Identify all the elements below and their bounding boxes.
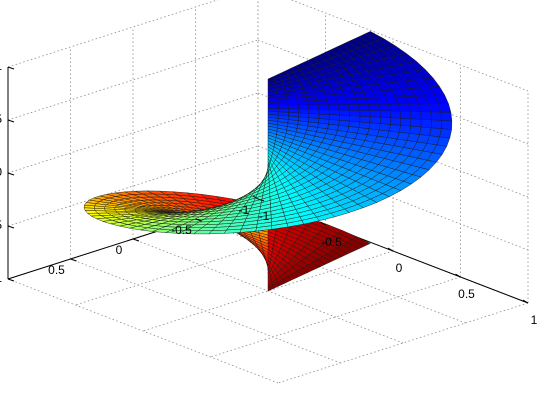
y-tick-mark	[455, 273, 461, 278]
surface-patch	[369, 116, 381, 124]
surface-patch	[307, 100, 319, 106]
surface-patch	[336, 98, 349, 106]
surface-patch	[440, 111, 453, 122]
grid-line	[290, 0, 529, 92]
surface-patch	[378, 104, 391, 112]
y-tick-label: 0	[396, 261, 403, 275]
y-tick-label: 0.5	[458, 287, 475, 301]
surface-patch	[327, 104, 340, 111]
surface-patch	[328, 109, 340, 116]
surface-patch	[267, 105, 279, 109]
z-tick-label: 0	[0, 165, 2, 179]
z-tick-label: -1	[0, 271, 2, 285]
grid-line	[7, 92, 259, 174]
surface-patch	[441, 120, 453, 130]
y-tick-label: 1	[531, 313, 538, 327]
x-tick-label: 0.5	[48, 263, 65, 277]
x-tick-mark	[257, 198, 265, 202]
surface-patch	[399, 125, 412, 134]
surface-patch	[357, 104, 370, 111]
surface-patch	[389, 110, 402, 119]
y-tick-label: -0.5	[321, 235, 342, 249]
surface-patch	[420, 119, 432, 129]
x-tick-label: -0.5	[171, 223, 192, 237]
surface-patch	[297, 104, 309, 110]
surface-patch	[316, 99, 329, 106]
surface-patch	[255, 225, 273, 232]
z-tick-mark	[7, 66, 15, 70]
surface-patch	[296, 96, 308, 102]
surface-patch	[305, 95, 318, 102]
surface-patch	[420, 111, 432, 121]
y-tick-label: -1	[259, 209, 270, 223]
x-tick-mark	[132, 238, 140, 242]
surface-patch	[399, 111, 412, 120]
y-tick-mark	[320, 221, 326, 226]
surface-patch	[267, 101, 279, 106]
tick-labels: -1 -0.5 0 0.5 1 -1 -0.5 0 0.5 -1 -0.5 0 0.5 1	[0, 59, 538, 327]
surface-patch	[349, 109, 361, 117]
surface-patch	[286, 97, 298, 102]
y-tick-mark	[387, 247, 394, 252]
grid-line	[7, 39, 259, 121]
surface-patch	[429, 127, 442, 138]
z-tick-label: 0.5	[0, 112, 2, 126]
x-tick-mark	[195, 218, 202, 222]
surface-patch	[347, 104, 360, 111]
z-tick-mark	[7, 172, 15, 176]
surface-patch	[277, 101, 289, 106]
surface-patch	[287, 104, 299, 110]
surface-patch	[410, 111, 422, 120]
surface-patch	[368, 104, 381, 112]
surface-patch	[297, 100, 309, 106]
grid-line	[195, 218, 466, 324]
surface-patch	[430, 119, 442, 129]
surface-patch	[84, 210, 98, 214]
surface-patch	[317, 104, 330, 111]
z-tick-label: -0.5	[0, 218, 2, 232]
y-tick-mark	[252, 195, 259, 200]
surface-patch	[338, 109, 351, 116]
surface-patch	[83, 207, 96, 211]
x-tick-label: 0	[116, 243, 123, 257]
surface-patch	[298, 108, 310, 114]
y-tick-mark	[522, 299, 529, 304]
surface-patch	[267, 284, 274, 292]
surface-patch	[277, 105, 289, 110]
surface-patch	[346, 98, 359, 105]
z-tick-mark	[7, 278, 15, 282]
surface-patch	[359, 115, 371, 124]
grid-line	[7, 278, 279, 384]
surface-patch	[326, 99, 339, 106]
surface-patch	[337, 104, 350, 111]
surface-patch	[400, 118, 412, 127]
z-tick-mark	[7, 225, 15, 229]
surface-patch	[369, 110, 381, 118]
surface-patch	[324, 94, 337, 101]
surface-patch	[410, 118, 422, 128]
surface-patch	[430, 111, 442, 121]
z-tick-label: 1	[0, 59, 2, 73]
surface-patch	[439, 128, 452, 139]
surface-patch	[379, 117, 391, 125]
surface-patch	[390, 117, 402, 126]
surface-patch	[419, 126, 432, 136]
x-tick-mark	[70, 258, 77, 262]
surface-patch	[359, 110, 371, 117]
x-tick-label: -1	[239, 203, 250, 217]
surface-patch	[307, 104, 320, 110]
surface-patch	[315, 94, 328, 101]
surface-patch	[287, 101, 299, 106]
z-tick-mark	[7, 119, 15, 123]
surface-patch	[388, 103, 401, 112]
surface-patch	[409, 125, 422, 135]
spiral-surface	[83, 31, 453, 292]
surface-patch	[277, 97, 288, 103]
surface-patch	[379, 110, 391, 119]
surface-patch	[318, 109, 330, 115]
